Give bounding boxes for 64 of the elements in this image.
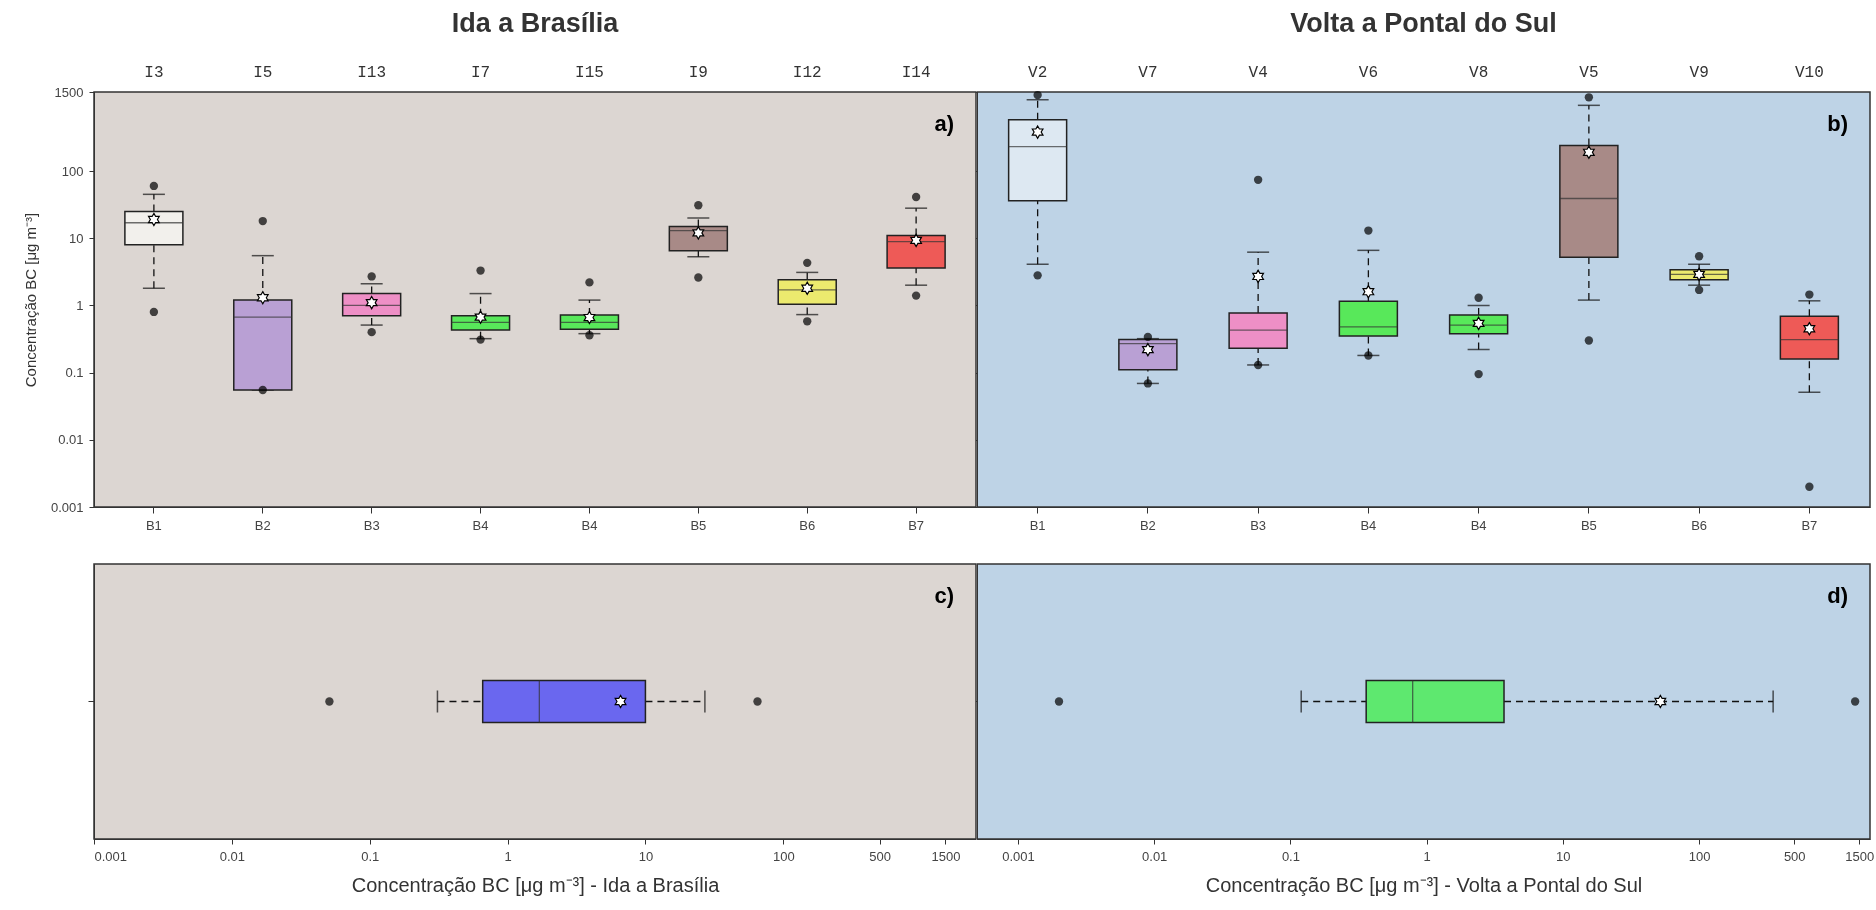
- x-tick-label: B4: [1470, 517, 1487, 533]
- x-tick-label: B5: [690, 517, 707, 533]
- x-tick-label: 0.1: [361, 848, 380, 864]
- x-axis-title: Concentração BC [μg m⁻³] - Volta a Pontal do Sul: [1205, 873, 1643, 896]
- x-tick-label: B2: [254, 517, 271, 533]
- annotation: c): [934, 583, 954, 608]
- x-tick-label: 1500: [931, 848, 961, 864]
- x-tick-label: 500: [1783, 848, 1806, 864]
- x-tick-label: B6: [1691, 517, 1708, 533]
- text: V8: [1469, 64, 1489, 82]
- y-tick-label: 0.1: [65, 365, 84, 381]
- x-tick-label: B1: [145, 517, 162, 533]
- text: V7: [1138, 64, 1158, 82]
- x-tick-label: 100: [772, 848, 795, 864]
- text: I13: [357, 64, 387, 82]
- annotation: a): [934, 111, 954, 136]
- text: V6: [1358, 64, 1378, 82]
- text: V10: [1794, 64, 1824, 82]
- x-tick-label: B7: [908, 517, 925, 533]
- text: I7: [470, 64, 491, 82]
- x-tick-label: B4: [581, 517, 598, 533]
- x-tick-label: B6: [799, 517, 816, 533]
- text: I15: [575, 64, 604, 82]
- text: V4: [1248, 64, 1268, 82]
- x-tick-label: 1: [504, 848, 512, 864]
- x-tick-label: 1500: [1845, 848, 1875, 864]
- text: V5: [1579, 64, 1599, 82]
- x-tick-label: 0.01: [219, 848, 246, 864]
- x-tick-label: B3: [1250, 517, 1267, 533]
- x-tick-label: 1: [1423, 848, 1431, 864]
- y-axis-title: Concentração BC [μg m⁻³]: [21, 212, 39, 388]
- text: I12: [792, 64, 822, 82]
- x-tick-label: B4: [472, 517, 489, 533]
- text: I9: [688, 64, 708, 82]
- chart-title: Ida a Brasília: [451, 8, 620, 38]
- x-axis-title: Concentração BC [μg m⁻³] - Ida a Brasília: [351, 873, 721, 896]
- x-tick-label: 500: [869, 848, 891, 864]
- text: I5: [253, 64, 273, 82]
- text: V2: [1028, 64, 1048, 82]
- x-tick-label: 0.001: [94, 848, 128, 864]
- chart-title: Volta a Pontal do Sul: [1290, 8, 1557, 38]
- x-tick-label: B2: [1139, 517, 1156, 533]
- y-tick-label: 1: [76, 297, 84, 313]
- text: I14: [901, 64, 931, 82]
- y-tick-label: 1500: [54, 84, 84, 100]
- y-tick-label: 0.001: [50, 499, 84, 515]
- x-tick-label: B4: [1360, 517, 1377, 533]
- x-tick-label: B3: [363, 517, 380, 533]
- x-tick-label: 10: [638, 848, 654, 864]
- x-tick-label: 100: [1688, 848, 1711, 864]
- y-tick-label: 0.01: [58, 432, 84, 448]
- text: V9: [1689, 64, 1709, 82]
- x-tick-label: 10: [1556, 848, 1571, 864]
- text: I3: [144, 64, 164, 82]
- y-tick-label: 100: [61, 163, 84, 179]
- x-tick-label: B7: [1801, 517, 1818, 533]
- x-tick-label: 0.01: [1142, 848, 1168, 864]
- x-tick-label: B5: [1580, 517, 1597, 533]
- annotation: d): [1827, 583, 1848, 608]
- y-tick-label: 10: [69, 230, 84, 246]
- x-tick-label: B1: [1029, 517, 1046, 533]
- x-tick-label: 0.1: [1281, 848, 1300, 864]
- x-tick-label: 0.001: [1002, 848, 1035, 864]
- annotation: b): [1827, 111, 1848, 136]
